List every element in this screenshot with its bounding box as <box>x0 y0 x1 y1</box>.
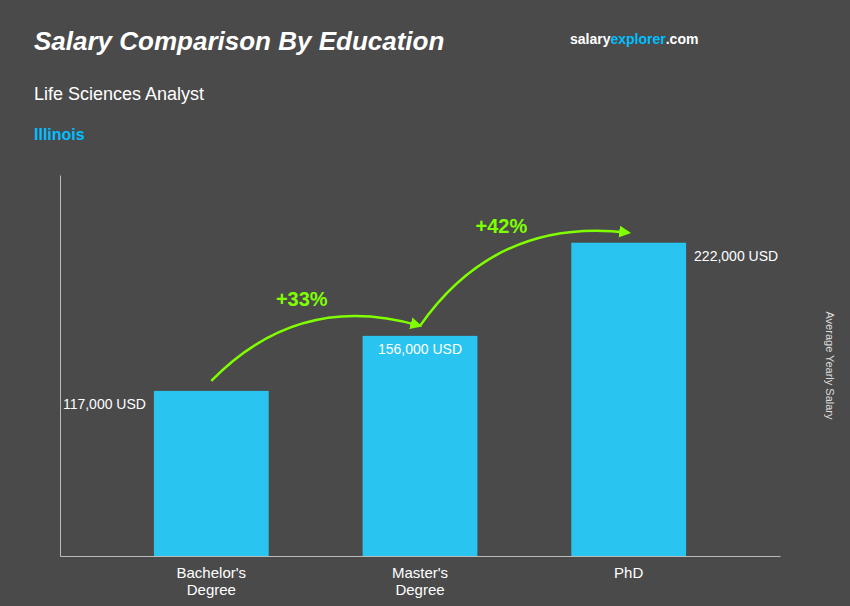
brand-part: .com <box>666 31 699 47</box>
x-tick-label: Bachelor'sDegree <box>177 564 247 598</box>
x-tick: Bachelor'sDegree <box>177 564 247 598</box>
y-axis-title: Average Yearly Salary <box>824 311 836 420</box>
x-tick: Master'sDegree <box>392 564 448 598</box>
title: Salary Comparison By Education <box>34 26 444 56</box>
y-axis-line <box>60 176 61 557</box>
x-tick-label: PhD <box>614 564 643 581</box>
bar <box>154 391 269 556</box>
brand-part: explorer <box>610 31 666 47</box>
data-label: 156,000 USD <box>378 341 462 357</box>
x-tick: PhD <box>614 564 643 581</box>
plot-area <box>154 243 686 556</box>
data-label: 222,000 USD <box>694 248 778 264</box>
annotations: +33% +42% <box>211 215 628 381</box>
x-axis-line <box>61 556 781 557</box>
bar <box>363 336 478 556</box>
data-label: 117,000 USD <box>63 396 146 412</box>
data-labels: 117,000 USD 156,000 USD 222,000 USD <box>63 248 778 412</box>
increase-label: +42% <box>476 215 528 237</box>
increase-arrow <box>211 316 420 381</box>
increase-arrow <box>420 231 629 326</box>
subtitle: Life Sciences Analyst <box>34 84 204 104</box>
y-axis <box>60 176 61 557</box>
chart: Salary Comparison By Education Life Scien… <box>0 0 850 606</box>
increase-label: +33% <box>276 288 328 310</box>
x-tick-label: Master'sDegree <box>392 564 448 598</box>
brand-part: salary <box>570 31 611 47</box>
bar <box>571 243 686 556</box>
location: Illinois <box>34 126 85 143</box>
x-axis: Bachelor'sDegree Master'sDegree PhD <box>61 557 781 598</box>
